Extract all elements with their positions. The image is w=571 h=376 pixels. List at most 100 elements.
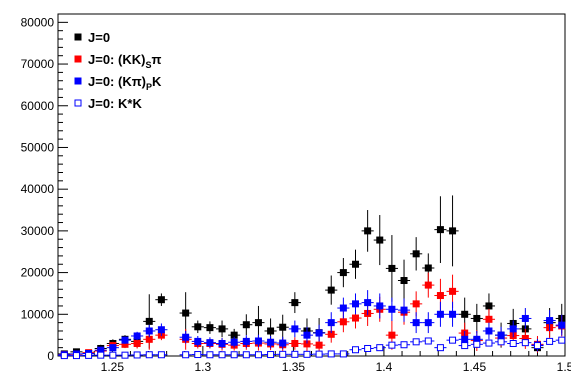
data-point: [424, 319, 432, 327]
data-point: [546, 337, 554, 345]
data-point: [388, 264, 396, 272]
data-point: [449, 336, 457, 344]
data-point: [145, 335, 153, 343]
data-point: [327, 286, 335, 294]
data-point: [242, 351, 250, 359]
data-point: [388, 331, 396, 339]
data-point: [291, 325, 299, 333]
data-point: [521, 339, 529, 347]
data-point: [424, 281, 432, 289]
data-point: [473, 335, 481, 343]
data-point: [521, 314, 529, 322]
data-point: [364, 227, 372, 235]
data-point: [230, 351, 238, 359]
data-point: [279, 323, 287, 331]
x-tick-label: 1.3: [195, 360, 212, 374]
data-point: [279, 350, 287, 358]
data-point: [121, 336, 129, 344]
data-point: [509, 325, 517, 333]
data-point: [339, 304, 347, 312]
legend-label: J=0: [88, 30, 110, 45]
y-tick-label: 10000: [21, 307, 55, 321]
data-point: [230, 338, 238, 346]
data-point: [327, 319, 335, 327]
data-point: [218, 339, 226, 347]
data-point: [315, 350, 323, 358]
legend-label: J=0: K*K: [88, 96, 142, 111]
data-point: [194, 337, 202, 345]
data-point: [485, 327, 493, 335]
data-point: [473, 340, 481, 348]
data-point: [157, 296, 165, 304]
data-point: [376, 344, 384, 352]
data-point: [254, 319, 262, 327]
data-point: [206, 339, 214, 347]
data-point: [449, 310, 457, 318]
data-point: [254, 351, 262, 359]
data-point: [424, 264, 432, 272]
data-point: [291, 350, 299, 358]
data-point: [145, 327, 153, 335]
data-point: [352, 300, 360, 308]
legend-label: J=0: (Kπ)PK: [88, 74, 162, 92]
data-point: [242, 337, 250, 345]
data-point: [558, 336, 566, 344]
data-point: [424, 337, 432, 345]
y-tick-label: 60000: [21, 99, 55, 113]
data-point: [157, 351, 165, 359]
data-point: [121, 351, 129, 359]
y-tick-label: 70000: [21, 57, 55, 71]
legend-marker: [74, 99, 82, 107]
data-point: [145, 317, 153, 325]
data-point: [412, 300, 420, 308]
y-axis: 0 10000 20000 30000 40000 50000 60000 70000 8000…: [21, 13, 68, 363]
data-point: [133, 351, 141, 359]
data-point: [436, 344, 444, 352]
y-tick-label: 50000: [21, 140, 55, 154]
data-point: [291, 299, 299, 307]
legend-marker: [74, 77, 82, 85]
data-point: [521, 334, 529, 342]
data-point: [303, 350, 311, 358]
data-point: [436, 310, 444, 318]
data-point: [194, 351, 202, 359]
legend-marker: [74, 33, 82, 41]
y-tick-label: 20000: [21, 266, 55, 280]
data-point: [412, 250, 420, 258]
data-point: [485, 339, 493, 347]
data-point: [315, 341, 323, 349]
data-point: [133, 332, 141, 340]
data-point: [339, 318, 347, 326]
legend: J=0 J=0: (KK)Sπ J=0: (Kπ)PK J=0: K*K: [74, 30, 162, 111]
data-point: [509, 339, 517, 347]
data-point: [449, 287, 457, 295]
data-point: [303, 340, 311, 348]
data-point: [242, 321, 250, 329]
data-point: [376, 236, 384, 244]
data-point: [400, 306, 408, 314]
data-point: [315, 329, 323, 337]
data-point: [145, 351, 153, 359]
data-point: [339, 350, 347, 358]
y-tick-label: 40000: [21, 182, 55, 196]
data-point: [85, 351, 93, 359]
data-point: [327, 350, 335, 358]
data-point: [121, 340, 129, 348]
data-point: [218, 351, 226, 359]
series-2: [58, 290, 566, 359]
data-point: [267, 351, 275, 359]
data-point: [279, 339, 287, 347]
y-tick-label: 0: [47, 349, 54, 363]
data-point: [364, 299, 372, 307]
data-point: [327, 330, 335, 338]
data-point: [339, 269, 347, 277]
data-point: [72, 352, 80, 360]
data-point: [485, 302, 493, 310]
data-point: [388, 341, 396, 349]
data-point: [218, 325, 226, 333]
data-point: [97, 351, 105, 359]
data-point: [461, 342, 469, 350]
data-point: [109, 351, 117, 359]
data-point: [182, 351, 190, 359]
